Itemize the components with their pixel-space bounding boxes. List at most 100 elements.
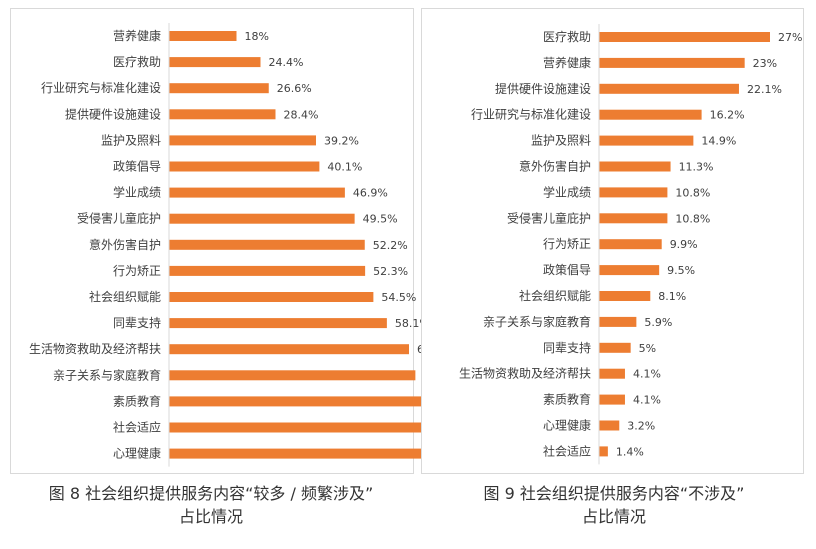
left-bar-9 [169, 265, 366, 276]
chart-right-caption: 图 9 社会组织提供服务内容“不涉及” 占比情况 [418, 482, 810, 528]
left-value-label-1: 24.4% [269, 56, 304, 69]
right-value-label-3: 16.2% [710, 109, 745, 122]
right-category-label-16: 社会适应 [543, 443, 591, 458]
right-category-label-11: 亲子关系与家庭教育 [483, 314, 591, 329]
right-value-label-2: 22.1% [747, 83, 782, 96]
right-category-label-0: 医疗救助 [543, 29, 591, 44]
left-category-label-8: 意外伤害自护 [89, 237, 161, 252]
left-value-label-7: 49.5% [363, 213, 398, 226]
left-bar-8 [169, 239, 365, 250]
chart-right-panel: 医疗救助 27% 营养健康 23% 提供硬件设施建设 22.1% 行业研究与标准化建设 16.… [421, 8, 804, 474]
right-category-label-2: 提供硬件设施建设 [495, 81, 591, 96]
right-value-label-16: 1.4% [616, 445, 644, 458]
left-bar-13 [169, 370, 416, 381]
right-value-label-10: 8.1% [658, 290, 686, 303]
right-bar-15 [599, 420, 620, 431]
right-bar-4 [599, 135, 694, 146]
left-bar-4 [169, 135, 316, 146]
right-bar-14 [599, 394, 625, 405]
right-category-label-9: 政策倡导 [543, 263, 591, 277]
left-category-label-9: 行为矫正 [113, 263, 161, 278]
left-bar-14 [169, 396, 431, 407]
chart-left: 营养健康 18% 医疗救助 24.4% 行业研究与标准化建设 26.6% 提供硬件设施建设 2… [29, 22, 494, 467]
right-value-label-13: 4.1% [633, 368, 661, 381]
chart-right-caption-line1: 图 9 社会组织提供服务内容“不涉及” [483, 484, 745, 503]
right-category-label-4: 监护及照料 [531, 134, 591, 148]
left-bar-15 [169, 422, 451, 433]
left-value-label-0: 18% [245, 30, 269, 43]
left-category-label-14: 素质教育 [113, 393, 161, 408]
right-value-label-12: 5% [639, 342, 656, 355]
right-value-label-5: 11.3% [679, 161, 714, 174]
left-category-label-1: 医疗救助 [113, 54, 161, 69]
left-value-label-9: 52.3% [373, 265, 408, 278]
left-category-label-4: 监护及照料 [101, 133, 161, 147]
chart-left-caption-line2: 占比情况 [178, 507, 243, 526]
left-bar-2 [169, 83, 269, 94]
right-bar-0 [599, 32, 770, 42]
right-bar-5 [599, 161, 671, 172]
chart-left-caption: 图 8 社会组织提供服务内容“较多 / 频繁涉及” 占比情况 [6, 482, 416, 528]
left-bar-6 [169, 187, 345, 198]
right-value-label-15: 3.2% [627, 420, 655, 433]
right-value-label-8: 9.9% [670, 238, 698, 251]
left-value-label-4: 39.2% [324, 134, 359, 147]
right-bar-2 [599, 83, 739, 94]
right-bar-10 [599, 291, 651, 301]
right-value-label-9: 9.5% [667, 264, 695, 277]
chart-left-panel: 营养健康 18% 医疗救助 24.4% 行业研究与标准化建设 26.6% 提供硬件设施建设 2… [10, 8, 494, 474]
left-value-label-2: 26.6% [277, 82, 312, 95]
left-bar-10 [169, 292, 374, 302]
left-category-label-12: 生活物资救助及经济帮扶 [29, 341, 161, 356]
left-category-label-5: 政策倡导 [113, 160, 161, 174]
left-bar-3 [169, 109, 276, 120]
left-bar-11 [169, 318, 387, 329]
left-category-label-7: 受侵害儿童庇护 [77, 211, 161, 226]
chart-left-caption-line1: 图 8 社会组织提供服务内容“较多 / 频繁涉及” [48, 484, 374, 503]
left-bar-12 [169, 344, 409, 355]
right-category-label-8: 行为矫正 [543, 236, 591, 251]
left-category-label-0: 营养健康 [113, 28, 161, 43]
left-category-label-16: 心理健康 [113, 446, 161, 461]
right-category-label-10: 社会组织赋能 [519, 288, 591, 303]
left-value-label-8: 52.2% [373, 239, 408, 252]
right-category-label-1: 营养健康 [543, 55, 591, 70]
left-category-label-13: 亲子关系与家庭教育 [53, 367, 161, 382]
right-category-label-13: 生活物资救助及经济帮扶 [459, 366, 591, 381]
right-value-label-0: 27% [778, 31, 802, 44]
left-value-label-3: 28.4% [284, 108, 319, 121]
right-bar-6 [599, 187, 668, 198]
left-category-label-3: 提供硬件设施建设 [65, 106, 161, 121]
right-category-label-3: 行业研究与标准化建设 [471, 107, 591, 122]
right-value-label-11: 5.9% [644, 316, 672, 329]
left-category-label-2: 行业研究与标准化建设 [41, 80, 161, 95]
right-value-label-1: 23% [753, 57, 777, 70]
left-category-label-11: 同辈支持 [113, 315, 161, 330]
right-category-label-12: 同辈支持 [543, 340, 591, 355]
right-bar-7 [599, 213, 668, 224]
left-value-label-5: 40.1% [327, 161, 362, 174]
left-bar-16 [169, 448, 451, 459]
right-bar-3 [599, 109, 702, 120]
left-category-label-6: 学业成绩 [113, 185, 161, 200]
right-bar-13 [599, 368, 625, 379]
left-category-label-15: 社会适应 [113, 420, 161, 435]
right-category-label-7: 受侵害儿童庇护 [507, 210, 591, 225]
right-category-label-14: 素质教育 [543, 392, 591, 407]
right-value-label-4: 14.9% [701, 135, 736, 148]
left-bar-0 [169, 31, 237, 41]
right-bar-1 [599, 57, 745, 68]
chart-right: 医疗救助 27% 营养健康 23% 提供硬件设施建设 22.1% 行业研究与标准化建设 16.… [459, 24, 802, 465]
right-bar-12 [599, 342, 631, 353]
right-value-label-6: 10.8% [675, 186, 710, 199]
right-bar-8 [599, 239, 662, 250]
left-bar-7 [169, 213, 355, 224]
right-category-label-6: 学业成绩 [543, 184, 591, 199]
right-bar-11 [599, 316, 637, 327]
left-bar-1 [169, 57, 261, 68]
right-bar-9 [599, 265, 660, 276]
left-category-label-10: 社会组织赋能 [89, 289, 161, 304]
left-bar-5 [169, 161, 320, 172]
right-value-label-14: 4.1% [633, 394, 661, 407]
right-category-label-15: 心理健康 [543, 418, 591, 433]
